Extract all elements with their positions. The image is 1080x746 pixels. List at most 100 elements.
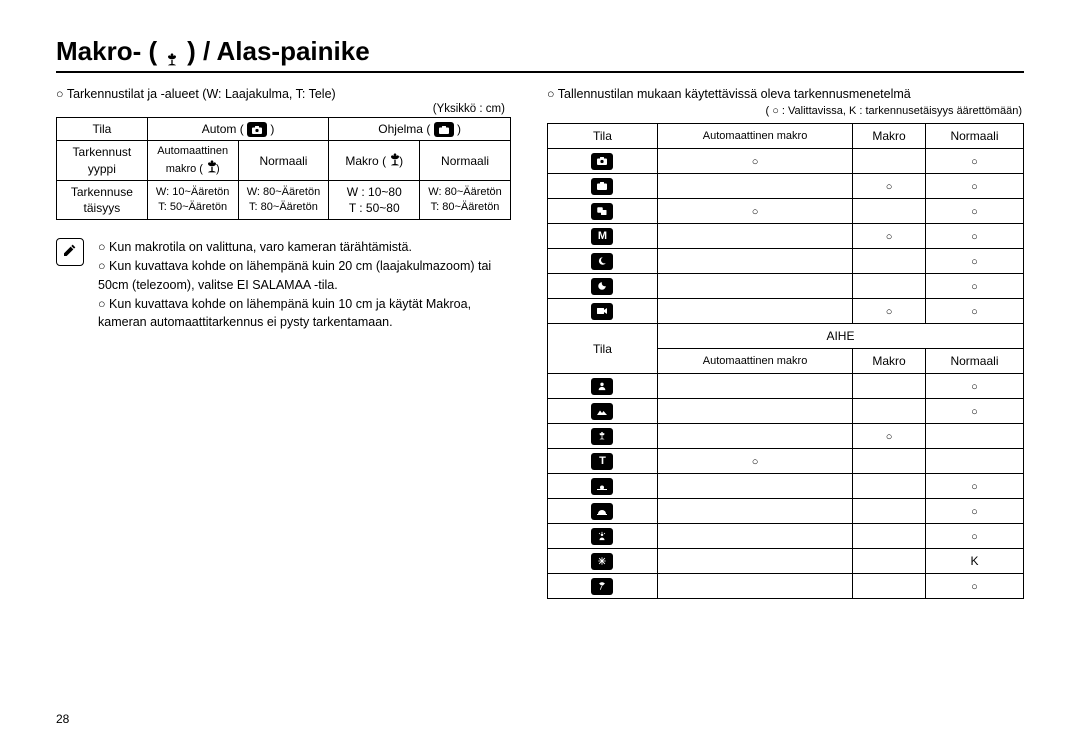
macro-icon: [386, 152, 399, 164]
mark-cell: [853, 549, 926, 574]
mark-cell: [657, 449, 852, 474]
mark-cell: [925, 499, 1023, 524]
table-row: [547, 149, 1023, 174]
table-row: [547, 399, 1023, 424]
note-2: Kun kuvattava kohde on lähempänä kuin 20…: [98, 257, 511, 295]
mark-cell: [657, 399, 852, 424]
mark-cell: [657, 499, 852, 524]
table-row: [547, 374, 1023, 399]
mark-cell: [853, 149, 926, 174]
mark-cell: [657, 274, 852, 299]
page-title: Makro- ( ) / Alas-painike: [56, 36, 1024, 73]
mark-cell: [657, 249, 852, 274]
focus-method-table: Tila Automaattinen makro Makro Normaali …: [547, 123, 1024, 599]
note-box: Kun makrotila on valittuna, varo kameran…: [56, 238, 511, 332]
title-post: ) / Alas-painike: [187, 36, 370, 67]
table-row: [547, 424, 1023, 449]
night-c-icon: [591, 278, 613, 295]
camera-icon: [247, 122, 267, 137]
text-icon: T: [591, 453, 613, 470]
t2-hdr-am: Automaattinen makro: [657, 124, 852, 149]
t2-hdr2-am: Automaattinen makro: [657, 349, 852, 374]
dual-icon: [591, 203, 613, 220]
mark-cell: [925, 149, 1023, 174]
mark-cell: [657, 224, 852, 249]
t1-r1c1: Tila: [57, 118, 148, 141]
t1-r3c5: W: 80~Ääretön T: 80~Ääretön: [420, 181, 511, 220]
table-row: [547, 524, 1023, 549]
mark-cell: [657, 549, 852, 574]
mark-cell: [657, 174, 852, 199]
left-subhead: Tarkennustilat ja -alueet (W: Laajakulma…: [56, 87, 511, 101]
table-row: [547, 199, 1023, 224]
mode-cell: [547, 499, 657, 524]
mark-cell: [853, 274, 926, 299]
mark-cell: K: [925, 549, 1023, 574]
table-row: [547, 274, 1023, 299]
mode-cell: [547, 549, 657, 574]
mark-cell: [853, 424, 926, 449]
mark-cell: [853, 474, 926, 499]
table-row: [547, 299, 1023, 324]
closeup-icon: [591, 428, 613, 445]
table-row: [547, 174, 1023, 199]
mark-cell: [657, 374, 852, 399]
right-subhead: Tallennustilan mukaan käytettävissä olev…: [547, 87, 1024, 101]
mark-cell: [853, 299, 926, 324]
mark-cell: [657, 574, 852, 599]
mode-cell: T: [547, 449, 657, 474]
mode-cell: [547, 374, 657, 399]
t1-r3c2: W: 10~Ääretön T: 50~Ääretön: [147, 181, 238, 220]
mark-cell: [853, 224, 926, 249]
note-3: Kun kuvattava kohde on lähempänä kuin 10…: [98, 295, 511, 333]
page-number: 28: [56, 712, 69, 726]
mark-cell: [853, 449, 926, 474]
t1-r3c1: Tarkennuse täisyys: [57, 181, 148, 220]
mark-cell: [925, 174, 1023, 199]
table-row: [547, 474, 1023, 499]
mark-cell: [925, 449, 1023, 474]
t2-tila-2: Tila: [547, 324, 657, 374]
backlight-icon: [591, 528, 613, 545]
mark-cell: [925, 424, 1023, 449]
mode-cell: [547, 249, 657, 274]
sunset-icon: [591, 478, 613, 495]
mark-cell: [925, 474, 1023, 499]
note-icon: [56, 238, 84, 266]
t1-r2c5: Normaali: [420, 141, 511, 181]
focus-range-table: Tila Autom ( ) Ohjelma ( ) Tarkennust yy…: [56, 117, 511, 220]
t1-r2c2: Automaattinen makro (): [147, 141, 238, 181]
mode-cell: [547, 199, 657, 224]
mark-cell: [657, 199, 852, 224]
mark-cell: [925, 299, 1023, 324]
mark-cell: [853, 574, 926, 599]
legend: ( ○ : Valittavissa, K : tarkennusetäisyy…: [547, 105, 1022, 117]
mark-cell: [657, 299, 852, 324]
t2-hdr2-normaali: Normaali: [925, 349, 1023, 374]
mark-cell: [925, 274, 1023, 299]
mark-cell: [657, 149, 852, 174]
t2-hdr-normaali: Normaali: [925, 124, 1023, 149]
m-icon: M: [591, 228, 613, 245]
mark-cell: [925, 224, 1023, 249]
t1-r1c3: Ohjelma ( ): [329, 118, 511, 141]
mark-cell: [853, 249, 926, 274]
mode-cell: M: [547, 224, 657, 249]
mode-cell: [547, 524, 657, 549]
mark-cell: [925, 574, 1023, 599]
mode-cell: [547, 474, 657, 499]
mark-cell: [657, 424, 852, 449]
mode-cell: [547, 299, 657, 324]
unit-label: (Yksikkö : cm): [56, 103, 511, 115]
t1-r1c2: Autom ( ): [147, 118, 329, 141]
mode-cell: [547, 399, 657, 424]
mark-cell: [853, 174, 926, 199]
mode-cell: [547, 174, 657, 199]
mark-cell: [925, 249, 1023, 274]
t2-aihe: AIHE: [657, 324, 1023, 349]
tulip-icon: [163, 44, 181, 60]
mark-cell: [925, 524, 1023, 549]
t1-r3c4: W : 10~80 T : 50~80: [329, 181, 420, 220]
mode-cell: [547, 424, 657, 449]
mode-cell: [547, 149, 657, 174]
